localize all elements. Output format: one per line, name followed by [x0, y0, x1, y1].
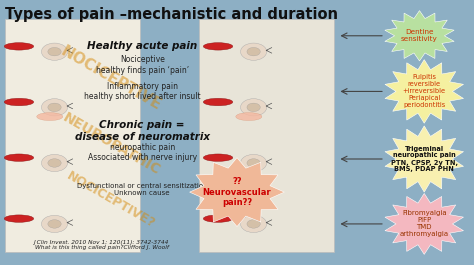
Text: Healthy acute pain: Healthy acute pain [87, 41, 197, 51]
Ellipse shape [48, 159, 61, 167]
Ellipse shape [240, 154, 266, 172]
Ellipse shape [48, 47, 61, 56]
Text: Inflammatory pain
healthy short lived after insult: Inflammatory pain healthy short lived af… [84, 82, 201, 101]
Ellipse shape [4, 98, 34, 106]
Polygon shape [190, 158, 284, 227]
Ellipse shape [236, 113, 262, 121]
Ellipse shape [203, 43, 233, 50]
Ellipse shape [240, 215, 266, 233]
Ellipse shape [203, 154, 233, 161]
Ellipse shape [247, 103, 260, 112]
Ellipse shape [48, 103, 61, 112]
Text: NOCICEPTIVE?: NOCICEPTIVE? [65, 169, 158, 231]
Ellipse shape [247, 159, 260, 167]
Text: J Clin Invest. 2010 Nov 1; 120(11): 3742-3744
What is this thing called pain?Cli: J Clin Invest. 2010 Nov 1; 120(11): 3742… [34, 240, 170, 250]
Ellipse shape [247, 47, 260, 56]
Polygon shape [385, 11, 454, 61]
Polygon shape [385, 126, 464, 192]
Text: NEUROPATHIC: NEUROPATHIC [60, 111, 163, 178]
Ellipse shape [41, 43, 67, 60]
Text: Chronic pain =
disease of neuromatrix: Chronic pain = disease of neuromatrix [74, 120, 210, 142]
Text: Nociceptive
healthy finds pain ‘pain’: Nociceptive healthy finds pain ‘pain’ [96, 55, 189, 75]
Text: Dysfunctional or central sensitization
Unknown cause: Dysfunctional or central sensitization U… [77, 183, 208, 196]
FancyBboxPatch shape [199, 19, 334, 252]
Polygon shape [385, 60, 464, 123]
Text: Types of pain –mechanistic and duration: Types of pain –mechanistic and duration [5, 7, 338, 22]
Ellipse shape [48, 220, 61, 228]
Ellipse shape [203, 98, 233, 106]
Text: ??
Neurovascular
pain??: ?? Neurovascular pain?? [203, 177, 271, 207]
Ellipse shape [41, 154, 67, 172]
Ellipse shape [4, 215, 34, 222]
Text: neuropathic pain
Associated with nerve injury: neuropathic pain Associated with nerve i… [88, 143, 197, 162]
Ellipse shape [203, 215, 233, 222]
FancyBboxPatch shape [5, 19, 140, 252]
Text: Pulpitis
reversible
+irreversible
Periapical
periodontitis: Pulpitis reversible +irreversible Periap… [403, 74, 446, 108]
Ellipse shape [36, 113, 63, 121]
Ellipse shape [41, 215, 67, 233]
Ellipse shape [240, 99, 266, 116]
Ellipse shape [247, 220, 260, 228]
Polygon shape [385, 193, 464, 254]
Text: Fibromyalgia
PIFP
TMD
arthromyalgia: Fibromyalgia PIFP TMD arthromyalgia [400, 210, 449, 237]
Text: Dentine
sensitivity: Dentine sensitivity [401, 29, 438, 42]
Ellipse shape [240, 43, 266, 60]
Text: NOCICEPTIVE: NOCICEPTIVE [59, 43, 164, 113]
Ellipse shape [4, 43, 34, 50]
Ellipse shape [41, 99, 67, 116]
Ellipse shape [4, 154, 34, 161]
Text: Trigeminal
neuropathic pain
PTN, CPSP, 2y TN,
BMS, PDAP PHN: Trigeminal neuropathic pain PTN, CPSP, 2… [391, 145, 458, 173]
